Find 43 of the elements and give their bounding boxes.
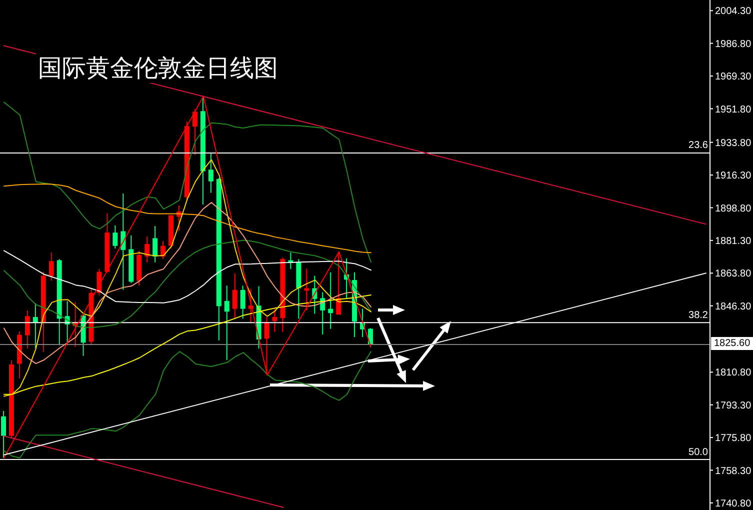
- candlestick: [232, 272, 238, 320]
- y-tick-label: 1881.30: [715, 236, 752, 247]
- line-series: [3, 184, 372, 254]
- candlestick: [24, 310, 30, 350]
- line-series: [3, 202, 372, 364]
- candlestick: [264, 316, 270, 376]
- text: 国际黄金伦敦金日线图: [36, 53, 280, 83]
- candlestick: [192, 108, 198, 156]
- candlestick: [1, 410, 6, 458]
- candlestick: [112, 224, 118, 249]
- line-series: [3, 159, 372, 397]
- line-series: [3, 102, 372, 263]
- y-tick-label: 1863.80: [715, 268, 752, 280]
- y-tick-label: 2004.30: [715, 6, 752, 18]
- y-tick-label: 1933.80: [715, 138, 752, 149]
- y-tick-label: 1969.30: [715, 72, 752, 83]
- candlestick: [240, 285, 246, 320]
- line-series: [3, 240, 372, 328]
- y-tick-label: 1898.80: [715, 203, 752, 214]
- line-series: [3, 294, 372, 395]
- ref-line-label: 1825.60: [711, 337, 753, 350]
- y-tick-label: 1740.80: [715, 498, 752, 510]
- candlestick: [224, 285, 230, 361]
- candlestick: [144, 236, 150, 263]
- y-tick-label: 1793.30: [715, 400, 752, 412]
- y-tick-label: 1951.80: [715, 104, 752, 116]
- y-tick-label: 1916.30: [715, 170, 752, 182]
- y-tick-label: 1758.30: [715, 466, 752, 477]
- annotation: 23.6: [688, 140, 708, 152]
- line-series: [3, 351, 372, 458]
- candlestick: [48, 252, 54, 282]
- y-tick-label: 1810.80: [715, 368, 752, 379]
- annotation: 50.0: [688, 446, 708, 459]
- candlestick: [208, 152, 214, 194]
- line-series: [3, 96, 372, 458]
- y-tick-label: 1986.80: [715, 38, 752, 50]
- candlestick: [272, 308, 278, 332]
- candlestick: [152, 226, 158, 263]
- candlestick: [328, 272, 334, 330]
- line-series: [3, 250, 372, 304]
- annotation: 38.2: [688, 310, 708, 322]
- y-tick-label: 1846.30: [715, 301, 752, 312]
- y-tick-label: 1775.80: [715, 433, 752, 444]
